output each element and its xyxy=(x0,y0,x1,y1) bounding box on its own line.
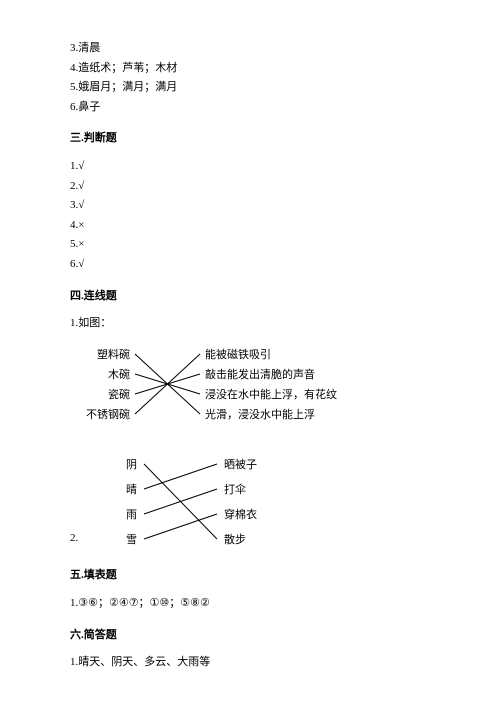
match-left-0: 塑料碗 xyxy=(97,347,130,361)
answer-3: 3.清晨 xyxy=(70,40,430,58)
match-right-0: 晒被子 xyxy=(224,458,257,471)
match-right-3: 散步 xyxy=(224,532,246,546)
short-1: 1.晴天、阴天、多云、大雨等 xyxy=(70,654,430,672)
match-right-2: 浸没在水中能上浮，有花纹 xyxy=(205,387,337,401)
judge-3: 3.√ xyxy=(70,197,430,215)
match-left-0: 阴 xyxy=(126,458,137,471)
judge-5: 5.× xyxy=(70,236,430,254)
section5-title: 五.填表题 xyxy=(70,567,430,585)
section6-title: 六.简答题 xyxy=(70,627,430,645)
match-left-2: 雨 xyxy=(126,509,137,521)
matching-svg-2: 阴晴雨雪 晒被子打伞穿棉衣散步 xyxy=(82,453,342,553)
match-left-1: 木碗 xyxy=(108,367,130,381)
diagram2-prefix: 2. xyxy=(70,530,78,548)
match-left-2: 瓷碗 xyxy=(108,387,130,401)
judge-6: 6.√ xyxy=(70,256,430,274)
answer-4: 4.造纸术；芦苇；木材 xyxy=(70,60,430,78)
judge-2: 2.√ xyxy=(70,178,430,196)
section4-intro: 1.如图： xyxy=(70,315,430,333)
match-line-3 xyxy=(144,514,217,539)
match-right-1: 打伞 xyxy=(224,482,246,496)
match-left-1: 晴 xyxy=(126,483,137,496)
section3-title: 三.判断题 xyxy=(70,130,430,148)
section5-list: 1.③⑥；②④⑦；①⑩；⑤⑧② xyxy=(70,595,430,613)
matching-diagram-2: 2. 阴晴雨雪 晒被子打伞穿棉衣散步 xyxy=(70,453,430,553)
section4-title: 四.连线题 xyxy=(70,288,430,306)
fill-1: 1.③⑥；②④⑦；①⑩；⑤⑧② xyxy=(70,595,430,613)
match-right-0: 能被磁铁吸引 xyxy=(205,347,271,361)
judge-1: 1.√ xyxy=(70,158,430,176)
match-line-1 xyxy=(144,464,217,489)
match-right-1: 敲击能发出清脆的声音 xyxy=(205,367,315,381)
answer-6: 6.鼻子 xyxy=(70,99,430,117)
match-line-2 xyxy=(144,489,217,514)
match-left-3: 雪 xyxy=(126,533,137,546)
section6-list: 1.晴天、阴天、多云、大雨等 xyxy=(70,654,430,672)
matching-diagram-1: 塑料碗木碗瓷碗不锈钢碗 能被磁铁吸引敲击能发出清脆的声音浸没在水中能上浮，有花纹光… xyxy=(70,343,430,440)
match-right-2: 穿棉衣 xyxy=(224,507,257,521)
top-answers: 3.清晨 4.造纸术；芦苇；木材 5.娥眉月；满月；满月 6.鼻子 xyxy=(70,40,430,116)
match-right-3: 光滑，浸没水中能上浮 xyxy=(205,407,315,421)
judge-4: 4.× xyxy=(70,217,430,235)
match-left-3: 不锈钢碗 xyxy=(86,407,130,421)
matching-svg-1: 塑料碗木碗瓷碗不锈钢碗 能被磁铁吸引敲击能发出清脆的声音浸没在水中能上浮，有花纹光… xyxy=(70,343,390,433)
section3-list: 1.√ 2.√ 3.√ 4.× 5.× 6.√ xyxy=(70,158,430,274)
answer-5: 5.娥眉月；满月；满月 xyxy=(70,79,430,97)
